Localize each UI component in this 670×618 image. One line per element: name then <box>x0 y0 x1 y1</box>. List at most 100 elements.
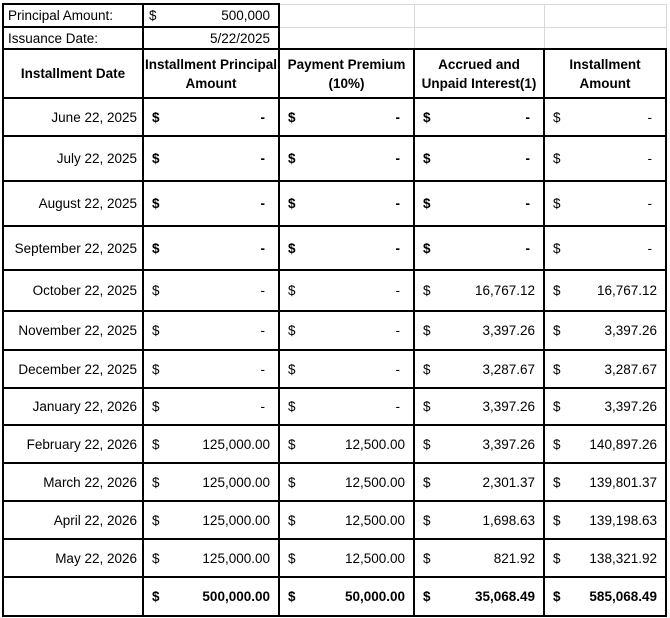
accrued-interest-cell[interactable]: $3,397.26 <box>413 310 545 351</box>
money-value: $3,397.26 <box>546 323 664 338</box>
installment-date-cell[interactable]: July 22, 2025 <box>2 135 144 182</box>
money-value: $ - <box>145 362 277 377</box>
accrued-interest-cell[interactable]: $ - <box>413 180 545 227</box>
installment-principal-cell[interactable]: $ - <box>142 180 280 227</box>
payment-premium-cell[interactable]: $ - <box>278 135 415 182</box>
total-accrued-interest-cell[interactable]: $35,068.49 <box>413 576 545 617</box>
accrued-interest-cell[interactable]: $16,767.12 <box>413 269 545 312</box>
installment-row: February 22, 2026 $125,000.00 $12,500.00 $3… <box>2 424 667 464</box>
cell-value: 3,397.26 <box>604 323 657 338</box>
installment-amount-cell[interactable]: $3,397.26 <box>543 387 667 426</box>
currency-symbol: $ <box>288 323 296 338</box>
payment-premium-cell[interactable]: $12,500.00 <box>278 500 415 540</box>
issuance-date-label-cell[interactable]: Issuance Date: <box>2 26 144 50</box>
money-value: $3,397.26 <box>416 437 542 452</box>
principal-amount-value-cell[interactable]: $ 500,000 <box>142 3 280 28</box>
column-header-payment-premium[interactable]: Payment Premium (10%) <box>278 48 415 99</box>
installment-principal-cell[interactable]: $ - <box>142 349 280 389</box>
installment-principal-cell[interactable]: $ - <box>142 225 280 271</box>
empty-grid-cell[interactable] <box>413 26 545 50</box>
money-value: $ - <box>281 323 412 338</box>
installment-principal-cell[interactable]: $ - <box>142 310 280 351</box>
total-installment-principal-cell[interactable]: $500,000.00 <box>142 576 280 617</box>
installment-amount-cell[interactable]: $16,767.12 <box>543 269 667 312</box>
currency-symbol: $ <box>423 399 431 414</box>
cell-value: 12,500.00 <box>344 550 405 566</box>
installment-amount-cell[interactable]: $ - <box>543 180 667 227</box>
payment-premium-cell[interactable]: $12,500.00 <box>278 462 415 502</box>
column-header-installment-principal[interactable]: Installment Principal Amount <box>142 48 280 99</box>
payment-premium-cell[interactable]: $12,500.00 <box>278 538 415 578</box>
accrued-interest-cell[interactable]: $3,397.26 <box>413 387 545 426</box>
empty-grid-cell[interactable] <box>543 26 667 50</box>
installment-principal-cell[interactable]: $125,000.00 <box>142 462 280 502</box>
principal-amount-label-cell[interactable]: Principal Amount: <box>2 3 144 28</box>
payment-premium-cell[interactable]: $ - <box>278 387 415 426</box>
cell-value: 16,767.12 <box>474 283 535 298</box>
accrued-interest-cell[interactable]: $2,301.37 <box>413 462 545 502</box>
column-header-installment-amount[interactable]: Installment Amount <box>543 48 667 99</box>
total-payment-premium-cell[interactable]: $50,000.00 <box>278 576 415 617</box>
installment-date-cell[interactable]: April 22, 2026 <box>2 500 144 540</box>
installment-amount-cell[interactable]: $3,397.26 <box>543 310 667 351</box>
currency-symbol: $ <box>288 109 296 125</box>
payment-premium-cell[interactable]: $12,500.00 <box>278 424 415 464</box>
cell-value: 12,500.00 <box>344 512 405 528</box>
installment-date-cell[interactable]: February 22, 2026 <box>2 424 144 464</box>
installment-date-cell[interactable]: November 22, 2025 <box>2 310 144 351</box>
installment-principal-cell[interactable]: $ - <box>142 97 280 137</box>
installment-amount-cell[interactable]: $139,198.63 <box>543 500 667 540</box>
accrued-interest-cell[interactable]: $3,287.67 <box>413 349 545 389</box>
installment-principal-cell[interactable]: $ - <box>142 387 280 426</box>
issuance-date-value-cell[interactable]: 5/22/2025 <box>142 26 280 50</box>
installment-principal-cell[interactable]: $ - <box>142 269 280 312</box>
installment-amount-cell[interactable]: $3,287.67 <box>543 349 667 389</box>
accrued-interest-cell[interactable]: $821.92 <box>413 538 545 578</box>
empty-grid-cell[interactable] <box>278 26 415 50</box>
accrued-interest-cell[interactable]: $1,698.63 <box>413 500 545 540</box>
payment-premium-cell[interactable]: $ - <box>278 225 415 271</box>
installment-amount-cell[interactable]: $ - <box>543 225 667 271</box>
money-value: $ - <box>145 323 277 338</box>
payment-premium-cell[interactable]: $ - <box>278 180 415 227</box>
installment-amount-cell[interactable]: $ - <box>543 97 667 137</box>
installment-amount-cell[interactable]: $ - <box>543 135 667 182</box>
empty-grid-cell[interactable] <box>543 3 667 28</box>
installment-principal-cell[interactable]: $125,000.00 <box>142 500 280 540</box>
payment-premium-cell[interactable]: $ - <box>278 310 415 351</box>
payment-premium-cell[interactable]: $ - <box>278 97 415 137</box>
installment-date-cell[interactable]: May 22, 2026 <box>2 538 144 578</box>
installment-date-cell[interactable]: March 22, 2026 <box>2 462 144 502</box>
money-value: $125,000.00 <box>145 437 277 452</box>
installment-date-cell[interactable]: December 22, 2025 <box>2 349 144 389</box>
installment-date-cell[interactable]: January 22, 2026 <box>2 387 144 426</box>
installment-date-cell[interactable]: September 22, 2025 <box>2 225 144 271</box>
installment-date-cell[interactable]: August 22, 2025 <box>2 180 144 227</box>
installment-amount-cell[interactable]: $140,897.26 <box>543 424 667 464</box>
accrued-interest-cell[interactable]: $3,397.26 <box>413 424 545 464</box>
installment-principal-cell[interactable]: $ - <box>142 135 280 182</box>
installment-principal-cell[interactable]: $125,000.00 <box>142 424 280 464</box>
column-header-accrued-interest[interactable]: Accrued and Unpaid Interest(1) <box>413 48 545 99</box>
installment-principal-cell[interactable]: $125,000.00 <box>142 538 280 578</box>
money-value: $3,287.67 <box>546 362 664 377</box>
cell-value: 139,198.63 <box>589 512 657 528</box>
accrued-interest-cell[interactable]: $ - <box>413 135 545 182</box>
empty-grid-cell[interactable] <box>278 3 415 28</box>
payment-premium-cell[interactable]: $ - <box>278 269 415 312</box>
accrued-interest-cell[interactable]: $ - <box>413 225 545 271</box>
money-value: $ - <box>546 241 664 256</box>
column-header-installment-date[interactable]: Installment Date <box>2 48 144 99</box>
total-empty-cell[interactable] <box>2 576 144 617</box>
installment-date-cell[interactable]: June 22, 2025 <box>2 97 144 137</box>
accrued-interest-cell[interactable]: $ - <box>413 97 545 137</box>
installment-amount-cell[interactable]: $139,801.37 <box>543 462 667 502</box>
empty-grid-cell[interactable] <box>413 3 545 28</box>
payment-premium-cell[interactable]: $ - <box>278 349 415 389</box>
installment-amount-cell[interactable]: $138,321.92 <box>543 538 667 578</box>
money-value: $ - <box>416 151 542 166</box>
installment-date-cell[interactable]: October 22, 2025 <box>2 269 144 312</box>
cell-value: - <box>395 283 401 298</box>
cell-value: - <box>525 240 531 256</box>
total-installment-amount-cell[interactable]: $585,068.49 <box>543 576 667 617</box>
